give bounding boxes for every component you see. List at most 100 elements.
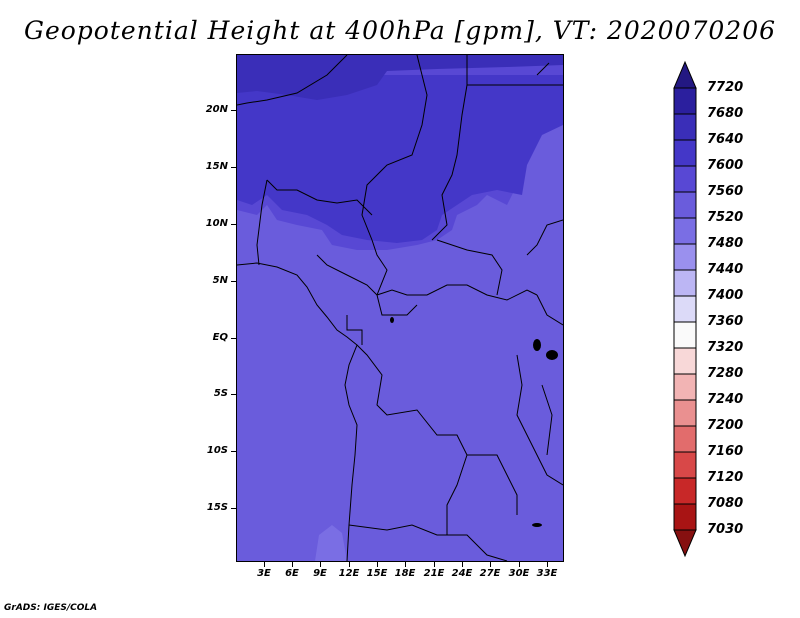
colorbar-cell (673, 191, 697, 219)
lon-tick (377, 562, 378, 567)
colorbar-cell (673, 113, 697, 141)
lat-label-10s: 10S (206, 445, 228, 456)
colorbar-label-7560: 7560 (707, 184, 744, 199)
colorbar-cell (673, 347, 697, 375)
lon-label-9e: 9E (313, 568, 327, 579)
colorbar-cell (673, 373, 697, 401)
contour-field-7680 (237, 55, 563, 100)
lon-tick (292, 562, 293, 567)
grads-credit: GrADS: IGES/COLA (4, 603, 98, 613)
colorbar-cell (673, 165, 697, 193)
colorbar-label-7240: 7240 (707, 392, 744, 407)
colorbar-cap-top (673, 60, 697, 89)
lon-tick (320, 562, 321, 567)
lake-1 (390, 317, 394, 323)
colorbar-label-7200: 7200 (707, 418, 744, 433)
lat-tick (231, 508, 236, 509)
border-east-lakes (516, 354, 563, 486)
lat-label-5n: 5N (212, 275, 228, 286)
border-chad-sudan (431, 84, 468, 241)
lat-tick (231, 281, 236, 282)
colorbar-label-7320: 7320 (707, 340, 744, 355)
colorbar-label-7720: 7720 (707, 80, 744, 95)
colorbar-cell (673, 321, 697, 349)
coast-north-east (536, 62, 550, 76)
colorbar-label-7520: 7520 (707, 210, 744, 225)
lat-tick (231, 110, 236, 111)
border-gabon (346, 315, 363, 345)
lon-tick (547, 562, 548, 567)
contour-field-7640 (237, 75, 563, 243)
colorbar-label-7030: 7030 (707, 522, 744, 537)
lon-label-30e: 30E (508, 568, 530, 579)
lon-label-33e: 33E (536, 568, 558, 579)
lat-tick (231, 338, 236, 339)
west-coastline (237, 262, 358, 561)
border-drc-angola (356, 344, 518, 515)
colorbar-label-7400: 7400 (707, 288, 744, 303)
lake-victoria-edge (533, 339, 541, 351)
colorbar-cell (673, 503, 697, 531)
colorbar-label-7160: 7160 (707, 444, 744, 459)
country-borders (237, 55, 563, 561)
colorbar-label-7640: 7640 (707, 132, 744, 147)
lakes (390, 317, 558, 527)
colorbar-cell (673, 399, 697, 427)
colorbar-label-7480: 7480 (707, 236, 744, 251)
border-nigeria-niger (266, 179, 373, 216)
lake-3 (532, 523, 542, 527)
lat-label-20n: 20N (205, 104, 228, 115)
map-panel (236, 54, 564, 562)
border-south (348, 524, 508, 561)
lon-label-12e: 12E (338, 568, 360, 579)
lon-tick (490, 562, 491, 567)
lat-tick (231, 167, 236, 168)
lat-label-15n: 15N (205, 161, 228, 172)
border-north-1 (237, 55, 348, 106)
colorbar-cell (673, 217, 697, 245)
border-car-sudan (436, 239, 503, 296)
colorbar-label-7120: 7120 (707, 470, 744, 485)
colorbar-cap-bottom (673, 529, 697, 558)
colorbar-cell (673, 87, 697, 115)
border-uganda (536, 294, 563, 326)
colorbar-label-7440: 7440 (707, 262, 744, 277)
lat-label-eq: EQ (212, 332, 228, 343)
border-cameroon-east (316, 254, 378, 296)
lat-label-10n: 10N (205, 218, 228, 229)
geopotential-field-map (237, 55, 563, 561)
colorbar-cell (673, 477, 697, 505)
lat-label-5s: 5S (213, 388, 228, 399)
colorbar-label-7600: 7600 (707, 158, 744, 173)
colorbar-cell (673, 243, 697, 271)
lon-label-3e: 3E (257, 568, 271, 579)
lon-tick (434, 562, 435, 567)
colorbar-cell (673, 295, 697, 323)
lat-label-15s: 15S (206, 502, 228, 513)
colorbar-label-7280: 7280 (707, 366, 744, 381)
border-benin (256, 179, 268, 266)
border-east-north (526, 219, 563, 256)
lon-label-15e: 15E (366, 568, 388, 579)
lon-tick (349, 562, 350, 567)
colorbar-label-7680: 7680 (707, 106, 744, 121)
contour-field-7520 (315, 525, 347, 561)
colorbar-label-7360: 7360 (707, 314, 744, 329)
border-car-drc (376, 284, 538, 301)
lake-tanganyika (541, 384, 553, 456)
border-libya (466, 55, 563, 86)
colorbar-cell (673, 269, 697, 297)
lat-tick (231, 394, 236, 395)
lon-label-24e: 24E (451, 568, 473, 579)
colorbar-cell (673, 139, 697, 167)
border-zambia (446, 454, 468, 535)
map-title: Geopotential Height at 400hPa [gpm], VT:… (23, 16, 777, 45)
lon-label-21e: 21E (423, 568, 445, 579)
lon-tick (519, 562, 520, 567)
lat-tick (231, 224, 236, 225)
border-niger-chad (361, 55, 428, 241)
colorbar (673, 60, 697, 558)
lon-tick (264, 562, 265, 567)
colorbar-label-7080: 7080 (707, 496, 744, 511)
colorbar-cell (673, 451, 697, 479)
